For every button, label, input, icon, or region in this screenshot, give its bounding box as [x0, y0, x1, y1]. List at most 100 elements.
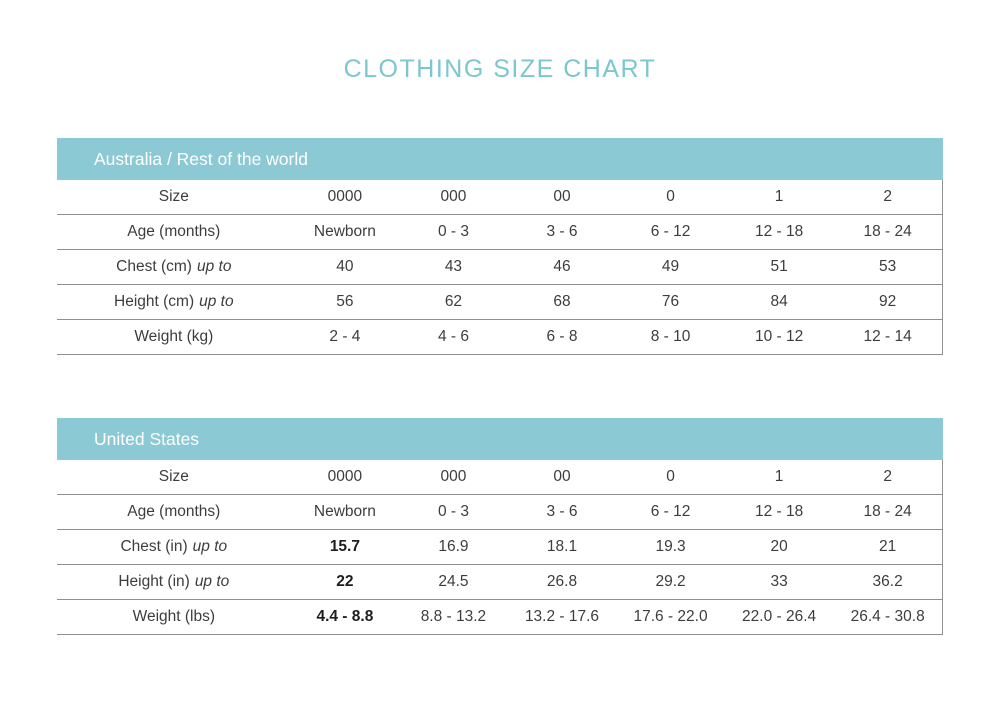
row-label: Weight (lbs): [57, 608, 291, 626]
row-label: Height (in) up to: [57, 573, 291, 591]
size-value-cell: 18 - 24: [863, 503, 912, 520]
row-label-text: Chest (in): [120, 538, 188, 555]
table-row: Weight (kg) 2 - 4 4 - 6 6 - 8 8 - 10 10 - 12 1…: [57, 320, 942, 355]
table-row: Height (in) up to 22 24.5 26.8 29.2 33 36.2: [57, 565, 942, 600]
size-value-cell: 18 - 24: [863, 223, 912, 240]
row-label-note: up to: [192, 538, 228, 555]
size-value-cell: 84: [770, 293, 788, 310]
row-label-text: Size: [158, 468, 189, 485]
size-value-cell: 0 - 3: [437, 223, 469, 240]
size-value-cell: 68: [553, 293, 571, 310]
table-header-bar: United States: [57, 418, 943, 460]
table-header-bar: Australia / Rest of the world: [57, 138, 943, 180]
row-label-note: up to: [196, 258, 232, 275]
row-label-text: Height (in): [118, 573, 190, 590]
row-label: Size: [57, 188, 291, 206]
size-value-cell: 0 - 3: [437, 503, 469, 520]
size-value-cell: 51: [770, 258, 788, 275]
size-value-cell: 26.4 - 30.8: [850, 608, 925, 625]
table-row: Height (cm) up to 56 62 68 76 84 92: [57, 285, 942, 320]
size-value-cell: 16.9: [438, 538, 469, 555]
table-row: Weight (lbs) 4.4 - 8.8 8.8 - 13.2 13.2 - 17…: [57, 600, 942, 635]
page-title: CLOTHING SIZE CHART: [343, 55, 657, 83]
size-value-cell: 13.2 - 17.6: [524, 608, 600, 625]
row-label-text: Weight (kg): [134, 328, 214, 345]
size-value-cell: 62: [444, 293, 463, 310]
size-value-cell: 3 - 6: [546, 503, 578, 520]
size-value-cell: 6 - 12: [650, 223, 691, 240]
size-value-cell: 0: [666, 468, 675, 485]
size-value-cell: 8 - 10: [650, 328, 691, 345]
size-value-cell: 1: [774, 188, 784, 205]
table-header-label: Australia / Rest of the world: [94, 148, 308, 169]
size-value-cell: 6 - 8: [546, 328, 578, 345]
size-value-cell: Newborn: [313, 503, 376, 520]
size-value-cell: 56: [336, 293, 354, 310]
row-label: Age (months): [57, 223, 291, 241]
row-label-text: Age (months): [127, 223, 221, 240]
size-value-cell: 3 - 6: [546, 223, 578, 240]
size-value-cell: 1: [774, 468, 784, 485]
size-table-australia: Australia / Rest of the world Size 0000 00…: [57, 138, 943, 355]
row-label: Chest (in) up to: [57, 538, 291, 556]
size-value-cell: 000: [440, 468, 467, 485]
size-value-cell: 21: [879, 538, 897, 555]
size-value-cell: Newborn: [313, 223, 376, 240]
size-value-cell: 12 - 14: [863, 328, 912, 345]
size-value-cell: 53: [879, 258, 897, 275]
size-value-cell: 24.5: [438, 573, 469, 590]
size-value-cell: 2: [883, 188, 892, 205]
row-label: Age (months): [57, 503, 291, 521]
size-value-cell: 26.8: [546, 573, 578, 590]
table-row: Age (months) Newborn 0 - 3 3 - 6 6 - 12 12 - …: [57, 215, 942, 250]
size-value-cell: 76: [661, 293, 680, 310]
size-value-cell: 4 - 6: [437, 328, 469, 345]
row-label-text: Weight (lbs): [132, 608, 216, 625]
table-row: Chest (in) up to 15.7 16.9 18.1 19.3 20 21: [57, 530, 942, 565]
size-value-cell: 22.0 - 26.4: [742, 608, 817, 625]
size-value-cell: 29.2: [655, 573, 686, 590]
size-value-cell: 43: [444, 258, 463, 275]
size-value-cell: 46: [553, 258, 571, 275]
row-label: Weight (kg): [57, 328, 291, 346]
size-value-cell: 20: [770, 538, 788, 555]
size-value-cell: 19.3: [655, 538, 686, 555]
table-header-label: United States: [94, 428, 200, 449]
table-rows: Size 0000 000 00 0 1 2 Age (months) Newborn 0 - 3…: [57, 180, 943, 355]
size-value-cell: 0000: [327, 468, 363, 485]
row-label-text: Size: [158, 188, 189, 205]
size-value-cell: 0000: [327, 188, 363, 205]
row-label-text: Height (cm): [114, 293, 195, 310]
size-value-cell: 17.6 - 22.0: [633, 608, 708, 625]
size-table-united-states: United States Size 0000 000 00 0 1 2 Age (month…: [57, 418, 943, 635]
size-value-cell: 22: [336, 573, 354, 590]
size-value-cell: 2: [883, 468, 892, 485]
table-rows: Size 0000 000 00 0 1 2 Age (months) Newborn 0 - 3…: [57, 460, 943, 635]
row-label: Size: [57, 468, 291, 486]
size-value-cell: 92: [879, 293, 897, 310]
size-value-cell: 18.1: [546, 538, 578, 555]
size-value-cell: 6 - 12: [650, 503, 691, 520]
size-value-cell: 4.4 - 8.8: [316, 608, 374, 625]
row-label: Chest (cm) up to: [57, 258, 291, 276]
size-value-cell: 12 - 18: [754, 223, 804, 240]
size-value-cell: 40: [336, 258, 354, 275]
size-value-cell: 33: [770, 573, 788, 590]
size-value-cell: 36.2: [872, 573, 903, 590]
size-value-cell: 2 - 4: [329, 328, 361, 345]
size-value-cell: 00: [553, 468, 571, 485]
row-label-text: Age (months): [127, 503, 221, 520]
row-label-note: up to: [199, 293, 234, 310]
row-label: Height (cm) up to: [57, 293, 291, 311]
size-value-cell: 10 - 12: [754, 328, 804, 345]
size-value-cell: 15.7: [329, 538, 360, 555]
size-value-cell: 49: [661, 258, 680, 275]
row-label-text: Chest (cm): [116, 258, 192, 275]
table-row: Chest (cm) up to 40 43 46 49 51 53: [57, 250, 942, 285]
table-row: Size 0000 000 00 0 1 2: [57, 460, 942, 495]
size-value-cell: 000: [440, 188, 467, 205]
size-value-cell: 0: [666, 188, 675, 205]
size-value-cell: 12 - 18: [754, 503, 804, 520]
size-value-cell: 8.8 - 13.2: [420, 608, 487, 625]
